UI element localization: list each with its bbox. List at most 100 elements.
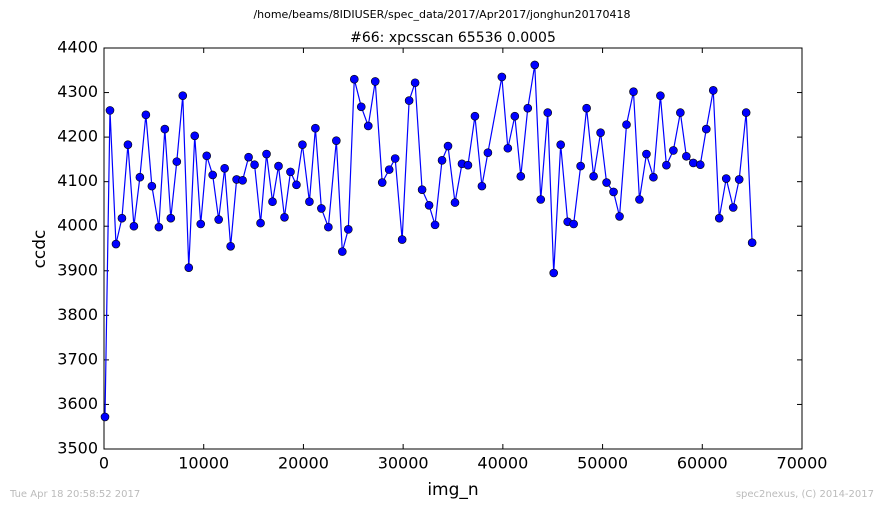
data-point	[332, 136, 341, 145]
data-point	[390, 154, 400, 163]
data-point	[298, 140, 307, 149]
x-tick-label: 40000	[477, 454, 528, 473]
data-point	[649, 172, 658, 182]
x-tick-label: 0	[99, 454, 109, 473]
suptitle: /home/beams/8IDIUSER/spec_data/2017/Apr2…	[253, 8, 630, 21]
x-axis-label: img_n	[427, 480, 478, 500]
data-point	[609, 187, 618, 197]
data-point	[384, 165, 394, 174]
data-point	[615, 212, 624, 221]
data-point	[135, 172, 145, 182]
data-point	[530, 60, 540, 70]
data-point	[662, 160, 671, 170]
data-point	[184, 263, 194, 272]
data-point	[370, 77, 380, 86]
data-point	[274, 161, 283, 171]
data-point	[196, 219, 206, 229]
y-tick-label: 3500	[57, 439, 98, 458]
data-point	[244, 152, 253, 162]
data-point	[178, 91, 188, 100]
data-point	[543, 108, 553, 117]
data-point	[268, 197, 277, 207]
data-point	[556, 140, 565, 149]
data-point	[536, 195, 546, 204]
data-point	[117, 213, 127, 223]
data-point	[324, 222, 333, 232]
y-tick-label: 4400	[57, 38, 98, 57]
data-point	[410, 78, 420, 88]
data-point	[635, 195, 644, 204]
data-point	[286, 167, 295, 177]
data-point	[166, 213, 176, 223]
y-axis-label: ccdc	[30, 230, 50, 269]
y-tick-label: 4000	[57, 216, 98, 235]
data-point	[569, 219, 578, 229]
y-tick-label: 3600	[57, 394, 98, 413]
data-point	[676, 108, 685, 117]
series-line	[104, 64, 753, 417]
data-point	[377, 178, 387, 187]
data-point	[728, 203, 738, 212]
data-point	[549, 268, 559, 278]
data-point	[226, 241, 235, 251]
data-point	[349, 74, 359, 84]
data-point	[262, 149, 271, 159]
x-tick-label: 70000	[777, 454, 828, 473]
data-point	[214, 215, 223, 224]
data-point	[123, 140, 133, 149]
data-point	[363, 121, 373, 131]
data-point	[160, 124, 170, 134]
data-point	[747, 238, 757, 248]
y-tick-label: 3800	[57, 305, 98, 324]
data-point	[656, 91, 665, 100]
data-point	[424, 200, 434, 210]
data-point	[250, 160, 259, 170]
data-point	[741, 108, 751, 117]
data-point	[220, 164, 229, 173]
data-point	[105, 106, 115, 115]
data-point	[523, 103, 533, 113]
data-point	[292, 180, 301, 190]
data-point	[208, 170, 217, 180]
data-point	[576, 161, 585, 171]
footer-left: Tue Apr 18 20:58:52 2017	[9, 489, 140, 500]
data-point	[689, 158, 698, 168]
x-tick-label: 10000	[178, 454, 229, 473]
data-point	[129, 221, 139, 231]
data-point	[147, 181, 157, 191]
data-point	[463, 160, 473, 170]
data-point	[172, 157, 182, 166]
x-tick-label: 30000	[378, 454, 429, 473]
data-point	[701, 124, 711, 134]
data-point	[238, 176, 247, 185]
data-point	[417, 185, 427, 194]
chart-title: #66: xpcsscan 65536 0.0005	[350, 30, 556, 46]
data-point	[734, 175, 744, 184]
data-point	[317, 204, 326, 213]
data-point	[582, 103, 591, 113]
data-point	[280, 213, 289, 222]
data-point	[356, 102, 366, 112]
plot-frame	[103, 47, 803, 450]
data-point	[311, 123, 320, 133]
data-point	[602, 178, 611, 187]
data-point	[642, 149, 651, 159]
footer-right: spec2nexus, (C) 2014-2017	[736, 489, 874, 500]
data-point	[111, 239, 121, 249]
data-point	[721, 174, 731, 183]
data-point	[397, 235, 407, 244]
x-tick-label: 20000	[278, 454, 329, 473]
data-point	[682, 151, 691, 161]
data-point	[589, 172, 598, 181]
data-point	[714, 213, 724, 223]
x-tick-label: 50000	[577, 454, 628, 473]
data-point	[622, 120, 631, 129]
data-point	[497, 72, 507, 82]
data-point	[154, 222, 164, 232]
data-point	[695, 160, 705, 170]
data-point	[669, 146, 678, 155]
data-point	[516, 172, 526, 181]
data-point	[430, 220, 440, 230]
data-point	[190, 131, 200, 141]
